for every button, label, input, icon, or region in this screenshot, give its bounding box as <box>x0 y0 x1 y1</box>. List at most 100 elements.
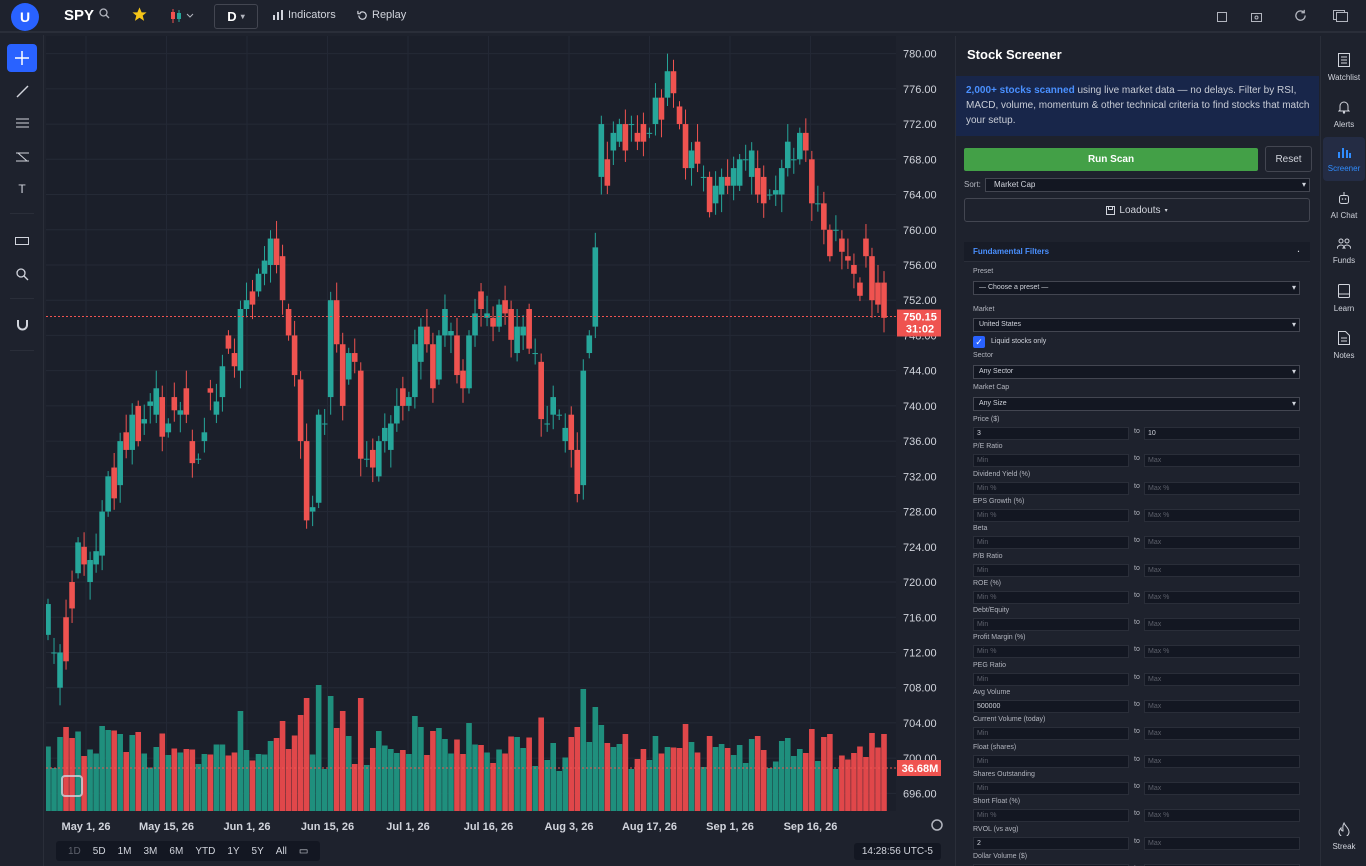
sidebar-item-funds[interactable]: Funds <box>1323 229 1365 273</box>
dividend-yield-max-input[interactable]: Max % <box>1144 481 1300 495</box>
p-e-ratio-max-input[interactable]: Max <box>1144 454 1300 468</box>
peg-ratio-min-input[interactable]: Min <box>973 672 1129 686</box>
short-float-min-input[interactable]: Min % <box>973 809 1129 823</box>
dividend-yield-min-input[interactable]: Min % <box>973 481 1129 495</box>
debt-equity-label: Debt/Equity <box>973 607 1010 615</box>
indicators-button[interactable]: Indicators <box>273 9 336 21</box>
candle-body <box>249 291 256 305</box>
volume-bar <box>574 727 581 811</box>
last-price-label: 750.15 <box>903 311 937 323</box>
sidebar-item-alerts[interactable]: Alerts <box>1323 92 1365 136</box>
range-5y[interactable]: 5Y <box>251 845 264 857</box>
text-tool[interactable]: T <box>7 175 37 203</box>
range-3m[interactable]: 3M <box>143 845 158 857</box>
symbol-name[interactable]: SPY <box>64 7 95 24</box>
star-icon[interactable] <box>131 6 148 26</box>
to-label: to <box>1134 755 1140 763</box>
horizontal-lines-tool[interactable] <box>7 109 37 137</box>
liquid-checkbox[interactable]: ✓ <box>973 336 985 348</box>
search-icon[interactable] <box>99 8 110 22</box>
sidebar-item-streak[interactable]: Streak <box>1323 814 1365 858</box>
screenshot-icon[interactable] <box>1333 10 1348 25</box>
volume-bar <box>490 763 496 811</box>
candle-body <box>460 370 466 389</box>
debt-equity-min-input[interactable]: Min <box>973 618 1129 632</box>
price-max-input[interactable]: 10 <box>1144 427 1300 440</box>
volume-bar <box>616 744 623 811</box>
fundamental-filters-header[interactable]: Fundamental Filters · <box>964 242 1310 262</box>
range-1m[interactable]: 1M <box>117 845 132 857</box>
avg-volume-min-input[interactable]: 500000 <box>973 700 1129 713</box>
current-volume-today-min-input[interactable]: Min <box>973 727 1129 741</box>
candle-body <box>406 397 412 406</box>
sidebar-item-notes[interactable]: Notes <box>1323 323 1365 367</box>
candlestick-chart[interactable]: 780.00 776.00 772.00 768.00 764.00 760.00 756.… <box>46 36 951 836</box>
p-b-ratio-max-input[interactable]: Max <box>1144 563 1300 577</box>
roe-min-input[interactable]: Min % <box>973 590 1129 604</box>
range-1y[interactable]: 1Y <box>227 845 240 857</box>
pattern-tool[interactable] <box>7 143 37 171</box>
volume-bar <box>123 752 129 811</box>
trendline-tool[interactable] <box>7 77 37 105</box>
candle-body <box>436 335 442 380</box>
float-shares-max-input[interactable]: Max <box>1144 754 1300 768</box>
shares-outstanding-label: Shares Outstanding <box>973 770 1035 778</box>
dollar-volume-max-input[interactable] <box>1144 863 1300 866</box>
shares-outstanding-min-input[interactable]: Min <box>973 781 1129 795</box>
avg-volume-max-input[interactable]: Max <box>1144 700 1300 713</box>
run-scan-button[interactable]: Run Scan <box>964 148 1258 171</box>
sidebar-item-watchlist[interactable]: Watchlist <box>1323 45 1365 89</box>
sidebar-item-screener[interactable]: Screener <box>1323 137 1365 181</box>
price-chart[interactable]: 780.00 776.00 772.00 768.00 764.00 760.00 756.… <box>46 36 951 836</box>
zoom-tool[interactable] <box>7 260 37 288</box>
sidebar-item-learn[interactable]: Learn <box>1323 276 1365 320</box>
debt-equity-max-input[interactable]: Max <box>1144 618 1300 632</box>
layout-icon[interactable] <box>1217 11 1227 25</box>
market-cap-select[interactable]: Any Size ▾ <box>973 397 1300 411</box>
preset-select[interactable]: — Choose a preset — ▾ <box>973 281 1300 295</box>
crosshair-tool[interactable] <box>7 44 37 72</box>
short-float-max-input[interactable]: Max % <box>1144 809 1300 823</box>
replay-button[interactable]: Replay <box>357 9 406 21</box>
p-b-ratio-min-input[interactable]: Min <box>973 563 1129 577</box>
candle-body <box>273 238 280 265</box>
p-e-ratio-min-input[interactable]: Min <box>973 454 1129 468</box>
reset-button[interactable]: Reset <box>1265 146 1312 172</box>
candle-body <box>351 353 358 362</box>
beta-min-input[interactable]: Min <box>973 536 1129 550</box>
range-1d[interactable]: 1D <box>68 845 81 857</box>
sidebar-item-ai-chat[interactable]: AI Chat <box>1323 183 1365 227</box>
rvol-vs-avg-max-input[interactable]: Max <box>1144 836 1300 850</box>
market-select[interactable]: United States ▾ <box>973 318 1300 332</box>
eps-growth-min-input[interactable]: Min % <box>973 508 1129 522</box>
float-shares-min-input[interactable]: Min <box>973 754 1129 768</box>
current-volume-today-max-input[interactable]: Max <box>1144 727 1300 741</box>
calendar-icon[interactable]: ▭ <box>298 845 309 857</box>
loadouts-button[interactable]: Loadouts ▾ <box>964 198 1310 222</box>
candle-type-icon[interactable] <box>170 9 196 26</box>
dollar-volume-min-input[interactable] <box>973 863 1129 866</box>
settings-icon[interactable] <box>931 819 943 831</box>
roe-max-input[interactable]: Max % <box>1144 590 1300 604</box>
profit-margin-max-input[interactable]: Max % <box>1144 645 1300 659</box>
price-min-input[interactable]: 3 <box>973 427 1129 440</box>
user-avatar[interactable]: U <box>11 3 39 31</box>
rvol-vs-avg-min-input[interactable]: 2 <box>973 836 1129 850</box>
peg-ratio-max-input[interactable]: Max <box>1144 672 1300 686</box>
profit-margin-min-input[interactable]: Min % <box>973 645 1129 659</box>
eps-growth-max-input[interactable]: Max % <box>1144 508 1300 522</box>
range-5d[interactable]: 5D <box>92 845 106 857</box>
sort-select[interactable]: Market Cap ▾ <box>985 178 1310 192</box>
measure-tool[interactable] <box>7 227 37 255</box>
range-6m[interactable]: 6M <box>169 845 184 857</box>
refresh-icon[interactable] <box>1294 9 1307 25</box>
candle-body <box>327 300 334 398</box>
camera-icon[interactable] <box>1251 11 1262 25</box>
beta-max-input[interactable]: Max <box>1144 536 1300 550</box>
magnet-tool[interactable] <box>7 311 37 339</box>
sector-select[interactable]: Any Sector ▾ <box>973 365 1300 379</box>
range-ytd[interactable]: YTD <box>195 845 216 857</box>
range-all[interactable]: All <box>275 845 287 857</box>
shares-outstanding-max-input[interactable]: Max <box>1144 781 1300 795</box>
timeframe-select[interactable]: D ▾ <box>214 4 258 29</box>
